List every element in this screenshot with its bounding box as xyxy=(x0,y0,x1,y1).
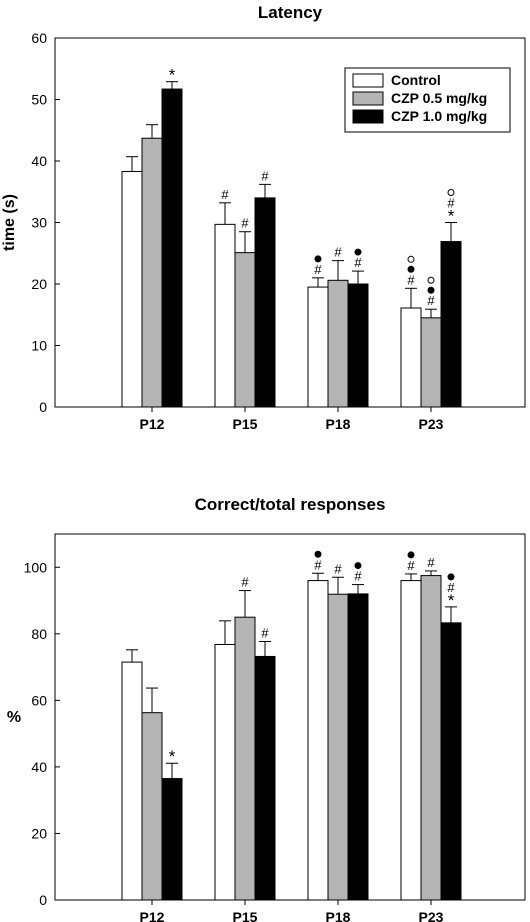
hash-marker: # xyxy=(407,272,415,287)
x-tick-label: P12 xyxy=(140,909,165,922)
hash-marker: # xyxy=(334,561,342,576)
open-dot-marker xyxy=(447,189,455,196)
bar xyxy=(440,241,462,408)
bar xyxy=(440,622,462,901)
y-tick-label: 0 xyxy=(39,892,47,908)
filled-dot-marker xyxy=(354,562,362,570)
bar xyxy=(121,661,143,901)
filled-dot-marker xyxy=(407,551,415,559)
correct-responses-chart: Correct/total responses% 0 20 40 60 80 100 P12 *… xyxy=(7,495,526,922)
open-dot-marker xyxy=(407,255,415,263)
legend-swatch xyxy=(352,73,384,88)
y-tick-label: 60 xyxy=(31,30,47,46)
y-tick-label: 40 xyxy=(31,759,47,775)
hash-marker: # xyxy=(447,196,455,211)
asterisk-marker: * xyxy=(448,591,455,610)
asterisk-marker: * xyxy=(169,66,176,85)
filled-dot-marker xyxy=(407,265,415,273)
open-dot-marker xyxy=(427,276,435,284)
hash-marker: # xyxy=(447,580,455,595)
legend-swatch xyxy=(352,91,384,106)
bar xyxy=(307,286,329,408)
x-tick-label: P23 xyxy=(419,416,444,432)
bar xyxy=(234,616,256,901)
hash-marker: # xyxy=(407,558,415,573)
bar xyxy=(347,283,369,408)
bar xyxy=(234,252,256,408)
x-tick-label: P15 xyxy=(233,909,258,922)
plot-frame xyxy=(54,533,526,901)
x-tick-label: P18 xyxy=(326,416,351,432)
legend-label: Control xyxy=(391,72,441,88)
hash-marker: # xyxy=(221,187,229,202)
hash-marker: # xyxy=(261,625,269,640)
bar xyxy=(141,712,163,901)
bar xyxy=(327,593,349,901)
bar xyxy=(254,655,276,901)
chart-title: Correct/total responses xyxy=(195,495,386,514)
y-axis-label: % xyxy=(7,709,21,726)
bar xyxy=(161,778,183,901)
hash-marker: # xyxy=(354,255,362,270)
filled-dot-marker xyxy=(314,255,322,263)
y-tick-label: 80 xyxy=(31,626,47,642)
bar xyxy=(400,580,422,901)
legend-swatch xyxy=(352,109,384,124)
bar xyxy=(420,317,442,408)
hash-marker: # xyxy=(241,575,249,590)
x-tick-label: P18 xyxy=(326,909,351,922)
hash-marker: # xyxy=(241,216,249,231)
filled-dot-marker xyxy=(447,573,455,581)
hash-marker: # xyxy=(261,168,269,183)
bar xyxy=(161,88,183,408)
bar xyxy=(420,575,442,901)
legend-label: CZP 0.5 mg/kg xyxy=(391,90,487,106)
chart-title: Latency xyxy=(258,3,323,22)
hash-marker: # xyxy=(334,245,342,260)
y-tick-label: 30 xyxy=(31,215,47,231)
y-tick-label: 100 xyxy=(24,559,48,575)
bar xyxy=(347,593,369,901)
y-tick-label: 10 xyxy=(31,338,47,354)
hash-marker: # xyxy=(427,293,435,308)
hash-marker: # xyxy=(354,569,362,584)
bar xyxy=(214,643,236,901)
filled-dot-marker xyxy=(314,550,322,558)
y-tick-label: 0 xyxy=(39,399,47,415)
x-tick-label: P12 xyxy=(140,416,165,432)
y-axis-label: time (s) xyxy=(1,194,18,251)
y-tick-label: 60 xyxy=(31,692,47,708)
filled-dot-marker xyxy=(427,286,435,294)
bar xyxy=(141,137,163,408)
x-tick-label: P23 xyxy=(419,909,444,922)
y-tick-label: 50 xyxy=(31,92,47,108)
bar xyxy=(214,223,236,408)
asterisk-marker: * xyxy=(448,207,455,226)
bar xyxy=(307,580,329,901)
hash-marker: # xyxy=(314,557,322,572)
bar xyxy=(121,170,143,408)
bar xyxy=(327,279,349,408)
latency-chart: Latency time (s) 0 10 20 30 40 50 60 P12 * P15 # # # P1… xyxy=(1,3,526,432)
filled-dot-marker xyxy=(354,248,362,256)
hash-marker: # xyxy=(314,262,322,277)
y-tick-label: 20 xyxy=(31,825,47,841)
bar xyxy=(254,197,276,408)
y-tick-label: 20 xyxy=(31,276,47,292)
bar xyxy=(400,307,422,408)
asterisk-marker: * xyxy=(169,747,176,766)
hash-marker: # xyxy=(427,555,435,570)
legend-label: CZP 1.0 mg/kg xyxy=(391,108,487,124)
x-tick-label: P15 xyxy=(233,416,258,432)
y-tick-label: 40 xyxy=(31,153,47,169)
